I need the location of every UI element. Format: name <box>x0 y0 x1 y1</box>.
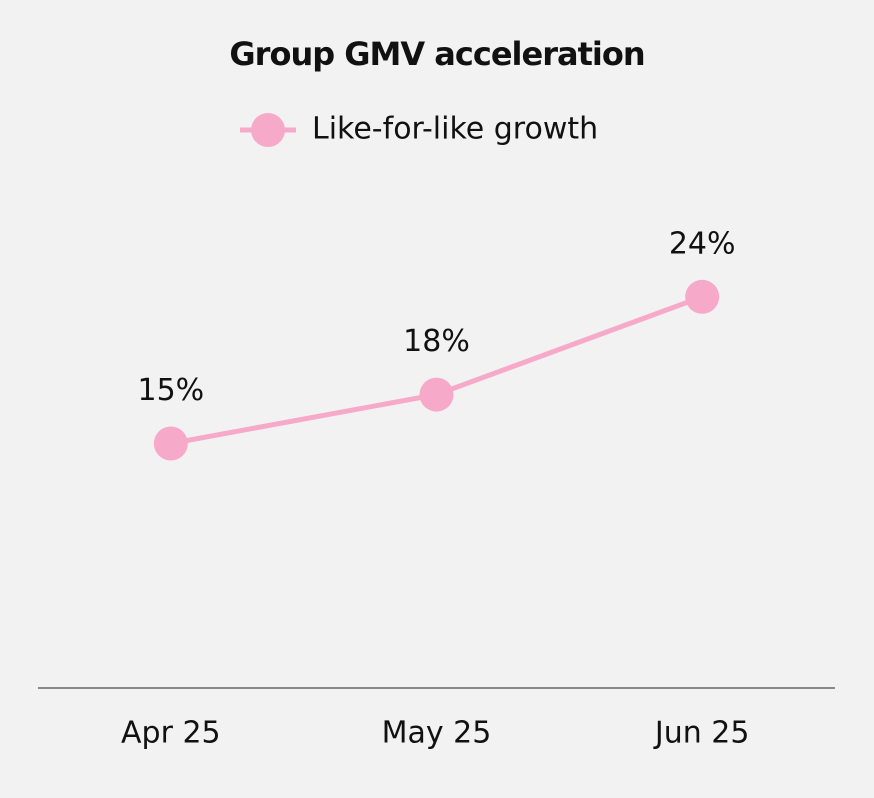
legend-label: Like-for-like growth <box>312 112 598 147</box>
data-label: 24% <box>669 226 736 261</box>
legend-marker <box>251 113 285 147</box>
data-point <box>419 377 454 412</box>
data-label: 18% <box>403 324 470 359</box>
data-point <box>153 426 188 461</box>
x-tick-label: Apr 25 <box>121 716 221 751</box>
data-point <box>685 279 720 314</box>
x-tick-label: Jun 25 <box>653 716 750 751</box>
data-label: 15% <box>137 373 204 408</box>
x-tick-label: May 25 <box>382 716 492 751</box>
chart-title: Group GMV acceleration <box>229 35 644 73</box>
